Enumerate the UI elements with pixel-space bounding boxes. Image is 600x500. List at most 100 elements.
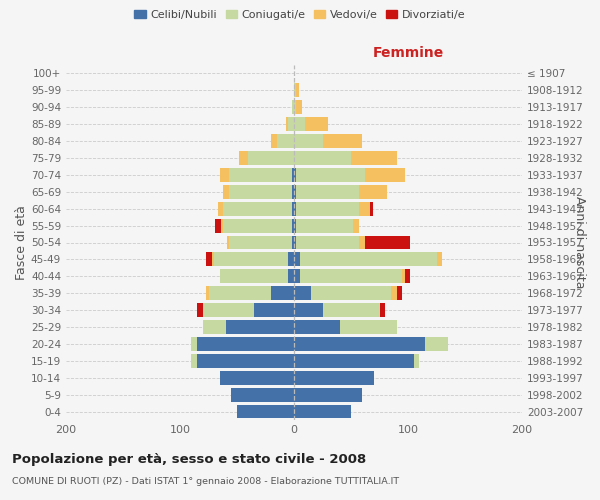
Text: COMUNE DI RUOTI (PZ) - Dati ISTAT 1° gennaio 2008 - Elaborazione TUTTITALIA.IT: COMUNE DI RUOTI (PZ) - Dati ISTAT 1° gen… — [12, 478, 399, 486]
Bar — [223, 218, 292, 232]
Bar — [294, 84, 296, 98]
Bar — [351, 151, 397, 165]
Bar — [294, 252, 300, 266]
Legend: Celibi/Nubili, Coniugati/e, Vedovi/e, Divorziati/e: Celibi/Nubili, Coniugati/e, Vedovi/e, Di… — [130, 6, 470, 25]
Bar — [220, 371, 294, 384]
Bar — [296, 100, 302, 114]
Bar — [229, 236, 292, 250]
Bar — [323, 303, 380, 317]
Bar — [292, 236, 294, 250]
Bar — [359, 185, 388, 198]
Bar — [292, 202, 294, 215]
Bar — [294, 303, 323, 317]
Bar — [292, 168, 294, 182]
Bar — [223, 202, 292, 215]
Bar — [289, 270, 294, 283]
Bar — [209, 286, 271, 300]
Text: Popolazione per età, sesso e stato civile - 2008: Popolazione per età, sesso e stato civil… — [12, 452, 366, 466]
Text: Femmine: Femmine — [373, 46, 443, 60]
Bar — [294, 270, 300, 283]
Bar — [289, 252, 294, 266]
Bar — [380, 303, 385, 317]
Bar — [294, 286, 311, 300]
Bar — [397, 286, 403, 300]
Bar — [425, 337, 448, 351]
Bar — [437, 252, 442, 266]
Bar — [212, 252, 214, 266]
Y-axis label: Anni di nascita: Anni di nascita — [574, 196, 586, 289]
Bar — [294, 168, 296, 182]
Bar — [292, 185, 294, 198]
Bar — [353, 218, 359, 232]
Bar — [229, 185, 292, 198]
Bar — [218, 202, 223, 215]
Bar — [300, 270, 403, 283]
Bar — [294, 151, 351, 165]
Bar — [294, 202, 296, 215]
Bar — [289, 117, 294, 131]
Bar — [294, 320, 340, 334]
Bar — [197, 337, 294, 351]
Bar — [296, 185, 359, 198]
Bar — [215, 218, 221, 232]
Bar — [294, 404, 351, 418]
Bar — [305, 117, 328, 131]
Bar — [403, 270, 404, 283]
Y-axis label: Fasce di età: Fasce di età — [15, 205, 28, 280]
Bar — [294, 218, 296, 232]
Bar — [214, 252, 289, 266]
Bar — [197, 354, 294, 368]
Bar — [232, 388, 294, 402]
Bar — [359, 236, 365, 250]
Bar — [271, 286, 294, 300]
Bar — [296, 202, 359, 215]
Bar — [292, 218, 294, 232]
Bar — [229, 168, 292, 182]
Bar — [197, 303, 203, 317]
Bar — [365, 236, 410, 250]
Bar — [220, 270, 289, 283]
Bar — [323, 134, 362, 148]
Bar — [203, 320, 226, 334]
Bar — [294, 117, 305, 131]
Bar — [294, 100, 296, 114]
Bar — [221, 218, 223, 232]
Bar — [294, 337, 425, 351]
Bar — [254, 303, 294, 317]
Bar — [370, 202, 373, 215]
Bar — [296, 218, 353, 232]
Bar — [296, 168, 365, 182]
Bar — [365, 168, 404, 182]
Bar — [286, 117, 289, 131]
Bar — [311, 286, 391, 300]
Bar — [414, 354, 419, 368]
Bar — [294, 354, 414, 368]
Bar — [271, 134, 277, 148]
Bar — [277, 134, 294, 148]
Bar — [223, 185, 229, 198]
Bar — [294, 236, 296, 250]
Bar — [237, 404, 294, 418]
Bar — [359, 202, 370, 215]
Bar — [294, 134, 323, 148]
Bar — [296, 236, 359, 250]
Bar — [239, 151, 248, 165]
Bar — [391, 286, 397, 300]
Bar — [294, 185, 296, 198]
Bar — [294, 371, 374, 384]
Bar — [296, 84, 299, 98]
Bar — [226, 320, 294, 334]
Bar — [206, 252, 212, 266]
Bar — [340, 320, 397, 334]
Bar — [203, 303, 254, 317]
Bar — [206, 286, 209, 300]
Bar — [292, 100, 294, 114]
Bar — [248, 151, 294, 165]
Bar — [300, 252, 437, 266]
Bar — [227, 236, 229, 250]
Bar — [191, 337, 197, 351]
Bar — [220, 168, 229, 182]
Bar — [404, 270, 410, 283]
Bar — [294, 388, 362, 402]
Bar — [191, 354, 197, 368]
